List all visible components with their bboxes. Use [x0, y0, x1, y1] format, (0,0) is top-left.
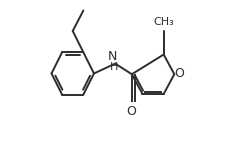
Text: N: N [107, 50, 117, 63]
Text: O: O [127, 105, 136, 118]
Text: CH₃: CH₃ [153, 17, 174, 27]
Text: O: O [174, 67, 184, 80]
Text: H: H [110, 62, 118, 72]
